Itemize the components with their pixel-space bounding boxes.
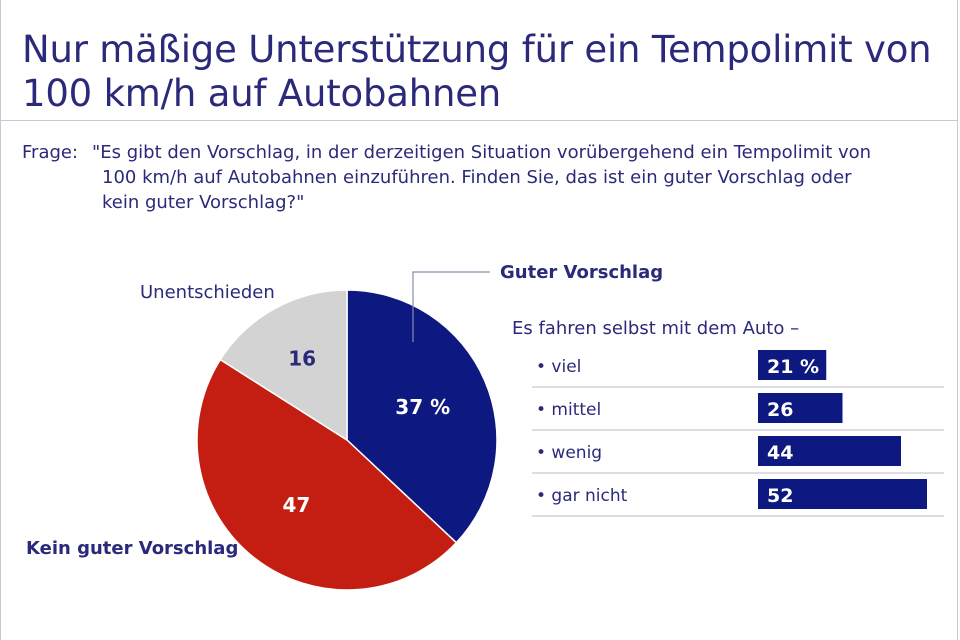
legend-bad-label: Kein guter Vorschlag: [26, 538, 239, 559]
bar-gar-nicht: [758, 479, 927, 509]
bar-category-label: • mittel: [536, 400, 601, 420]
chart-title: Nur mäßige Unterstützung für ein Tempoli…: [22, 28, 932, 115]
pie-value-good: 37 %: [395, 395, 450, 419]
bar-mittel: [758, 393, 843, 423]
pie-slice-good: [346, 289, 498, 544]
pie-value-bad: 47: [283, 493, 311, 517]
bar-category-label: • gar nicht: [536, 486, 628, 506]
pie-slice-bad: [196, 358, 458, 591]
bar-chart-title: Es fahren selbst mit dem Auto –: [512, 318, 800, 339]
bar-wenig: [758, 436, 901, 466]
question-line-3: kein guter Vorschlag?": [102, 192, 305, 213]
question-line-2: 100 km/h auf Autobahnen einzuführen. Fin…: [102, 167, 852, 188]
pie-value-undecided: 16: [288, 347, 316, 371]
bar-value-label: 26: [767, 399, 793, 421]
bar-category-label: • viel: [536, 357, 581, 377]
question-label: Frage:: [22, 142, 79, 163]
legend-undecided-label: Unentschieden: [140, 282, 275, 303]
question-text: "Es gibt den Vorschlag, in der derzeitig…: [92, 140, 932, 215]
pie-slice-undecided: [219, 289, 348, 442]
bar-category-label: • wenig: [536, 443, 602, 463]
question-line-1: "Es gibt den Vorschlag, in der derzeitig…: [92, 142, 872, 163]
bar-value-label: 44: [767, 442, 793, 464]
legend-good-label: Guter Vorschlag: [500, 262, 664, 283]
title-divider: [0, 120, 958, 121]
bar-value-label: 52: [767, 485, 793, 507]
good-label-leader-line: [412, 271, 490, 342]
bar-value-label: 21 %: [767, 356, 819, 378]
bar-viel: [758, 350, 827, 380]
